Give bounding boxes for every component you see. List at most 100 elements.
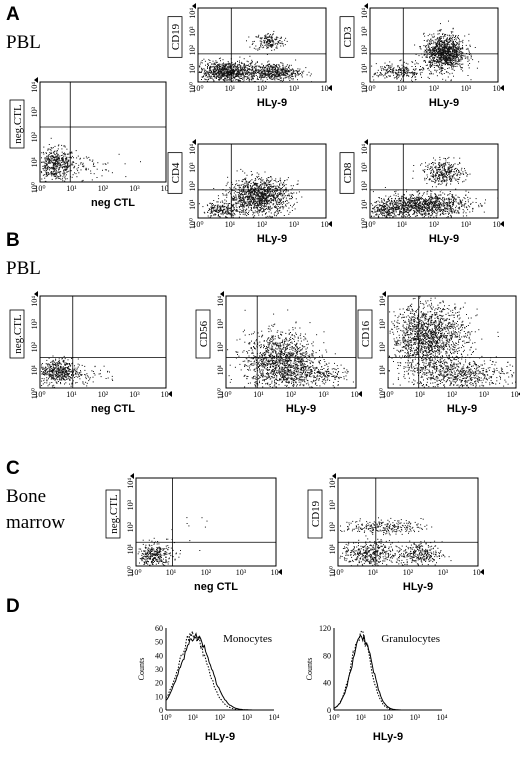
- event-dot: [250, 200, 252, 202]
- event-dot: [255, 203, 256, 204]
- event-dot: [447, 43, 449, 45]
- event-dot: [452, 41, 454, 43]
- event-dot: [250, 188, 252, 190]
- event-dot: [43, 151, 44, 153]
- event-dot: [41, 152, 43, 154]
- event-dot: [421, 56, 423, 58]
- event-dot: [52, 165, 54, 167]
- panel-a-subtitle: PBL: [6, 32, 41, 53]
- event-dot: [222, 75, 224, 77]
- event-dot: [284, 74, 286, 76]
- event-dot: [45, 167, 47, 169]
- event-dot: [427, 64, 428, 66]
- event-dot: [450, 48, 452, 50]
- event-dot: [290, 78, 292, 80]
- event-dot: [71, 161, 73, 163]
- event-dot: [265, 183, 267, 185]
- event-dot: [294, 203, 295, 205]
- event-dot: [467, 47, 469, 49]
- event-dot: [59, 165, 61, 167]
- event-dot: [279, 37, 281, 39]
- event-dot: [230, 66, 232, 68]
- event-dot: [210, 215, 212, 217]
- event-dot: [280, 198, 282, 200]
- event-dot: [265, 73, 267, 75]
- event-dot: [408, 75, 410, 77]
- event-dot: [209, 78, 211, 79]
- event-dot: [266, 196, 268, 197]
- event-dot: [66, 171, 68, 173]
- event-dot: [232, 183, 234, 185]
- event-dot: [265, 44, 267, 46]
- event-dot: [246, 181, 248, 183]
- event-dot: [227, 176, 229, 178]
- event-dot: [258, 186, 260, 188]
- event-dot: [203, 75, 205, 77]
- event-dot: [433, 59, 435, 61]
- event-dot: [256, 194, 258, 196]
- event-dot: [271, 216, 273, 218]
- event-dot: [266, 184, 267, 186]
- event-dot: [210, 66, 212, 68]
- event-dot: [259, 202, 261, 204]
- event-dot: [97, 162, 99, 164]
- event-dot: [274, 69, 276, 70]
- event-dot: [229, 214, 231, 216]
- event-dot: [209, 216, 211, 218]
- event-dot: [383, 69, 385, 71]
- event-dot: [281, 74, 283, 76]
- event-dot: [457, 63, 459, 65]
- event-dot: [268, 39, 270, 41]
- event-dot: [273, 73, 275, 75]
- event-dot: [208, 73, 210, 75]
- event-dot: [448, 35, 450, 37]
- event-dot: [245, 210, 247, 212]
- event-dot: [220, 73, 222, 75]
- event-dot: [258, 187, 260, 189]
- event-dot: [269, 193, 271, 195]
- event-dot: [441, 49, 443, 51]
- event-dot: [217, 65, 219, 67]
- event-dot: [241, 211, 243, 213]
- event-dot: [258, 197, 260, 199]
- event-dot: [444, 35, 446, 37]
- event-dot: [242, 197, 244, 199]
- event-dot: [271, 76, 273, 77]
- event-dot: [275, 185, 277, 187]
- event-dot: [269, 191, 271, 193]
- event-dot: [232, 209, 233, 211]
- event-dot: [263, 182, 265, 184]
- event-dot: [455, 36, 456, 37]
- event-dot: [207, 63, 208, 65]
- event-dot: [261, 72, 263, 74]
- event-dot: [247, 193, 249, 195]
- event-dot: [261, 214, 263, 216]
- event-dot: [268, 186, 270, 187]
- event-dot: [447, 61, 449, 63]
- event-dot: [432, 56, 434, 58]
- x-tick-label: 10¹: [225, 220, 236, 229]
- event-dot: [246, 215, 248, 217]
- event-dot: [270, 36, 272, 38]
- event-dot: [462, 46, 464, 48]
- event-dot: [202, 69, 204, 71]
- event-dot: [397, 74, 399, 76]
- event-dot: [430, 52, 432, 54]
- event-dot: [55, 165, 57, 167]
- event-dot: [261, 63, 263, 65]
- event-dot: [277, 68, 279, 70]
- event-dot: [305, 67, 307, 69]
- event-dot: [438, 48, 439, 50]
- x-tick-label: 10¹: [66, 184, 77, 193]
- event-dot: [273, 40, 275, 42]
- event-dot: [282, 74, 284, 76]
- event-dot: [71, 152, 73, 154]
- event-dot: [456, 54, 458, 56]
- event-dot: [228, 62, 230, 64]
- event-dot: [434, 55, 436, 57]
- event-dot: [458, 48, 459, 50]
- event-dot: [274, 66, 276, 68]
- event-dot: [441, 41, 443, 43]
- event-dot: [452, 66, 454, 68]
- event-dot: [47, 159, 49, 160]
